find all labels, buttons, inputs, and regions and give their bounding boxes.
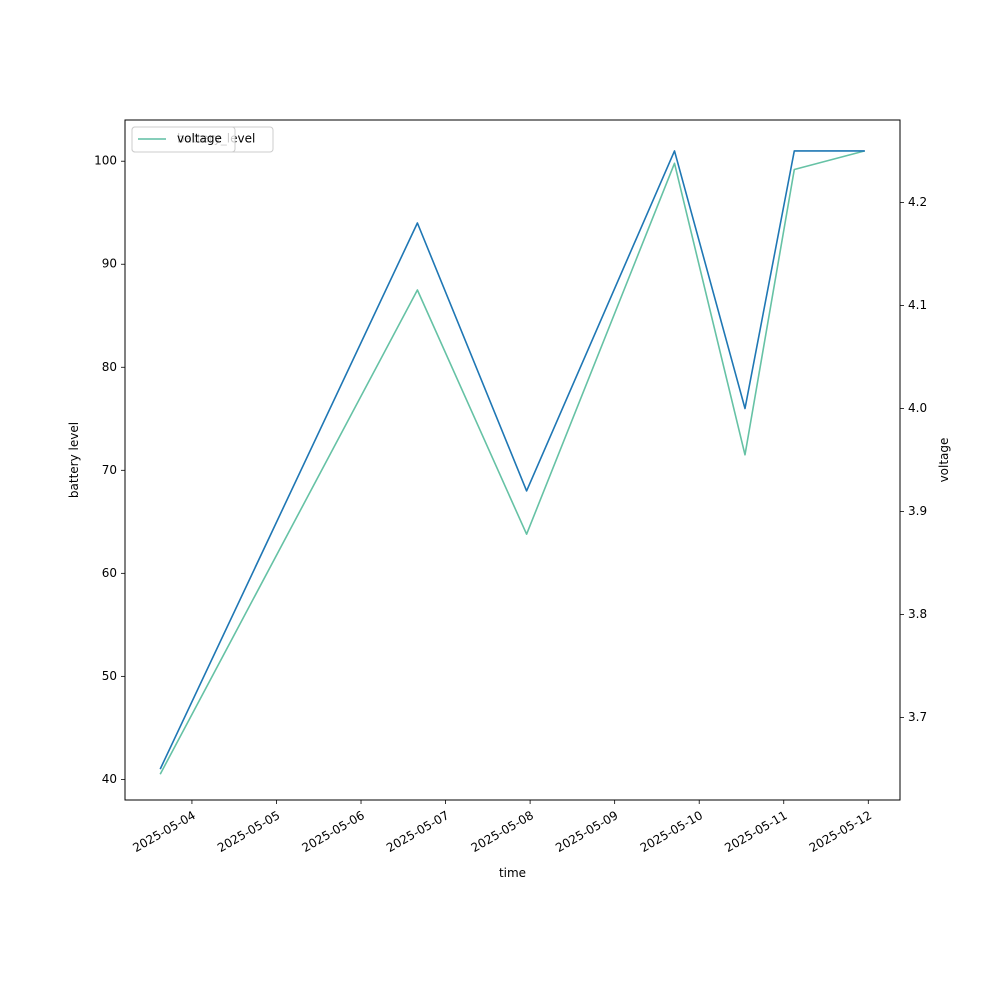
y-right-tick-label: 4.0 (908, 401, 927, 415)
axes-border (124, 119, 901, 801)
series-line-battery-level (159, 150, 865, 770)
y-right-axis-label: voltage (937, 438, 951, 483)
y-left-tick-label: 50 (102, 669, 117, 683)
y-left-tick-label: 100 (94, 154, 117, 168)
plot-area (125, 120, 900, 800)
y-left-axis-label: battery level (67, 422, 81, 498)
y-left-tick-label: 90 (102, 257, 117, 271)
y-right-tick-label: 3.8 (908, 607, 927, 621)
y-right-tick-label: 4.2 (908, 195, 927, 209)
series-lines (159, 150, 866, 775)
y-right-axis-ticks: 3.7 3.8 3.9 4.0 4.1 4.2 (900, 195, 927, 724)
y-left-tick-label: 80 (102, 360, 117, 374)
legend-voltage: voltage (131, 126, 236, 153)
legend-box (131, 126, 236, 153)
series-line-voltage (159, 150, 866, 775)
y-right-tick-label: 3.7 (908, 710, 927, 724)
x-axis-label: time (499, 866, 526, 880)
plot-background (125, 120, 900, 800)
legend-label: voltage (177, 132, 222, 146)
y-right-tick-label: 3.9 (908, 504, 927, 518)
y-right-tick-label: 4.1 (908, 298, 927, 312)
y-left-axis-ticks: 40 50 60 70 80 90 100 (94, 154, 125, 786)
y-left-tick-label: 60 (102, 566, 117, 580)
y-left-tick-label: 40 (102, 772, 117, 786)
axes-frame (124, 119, 901, 801)
y-left-tick-label: 70 (102, 463, 117, 477)
